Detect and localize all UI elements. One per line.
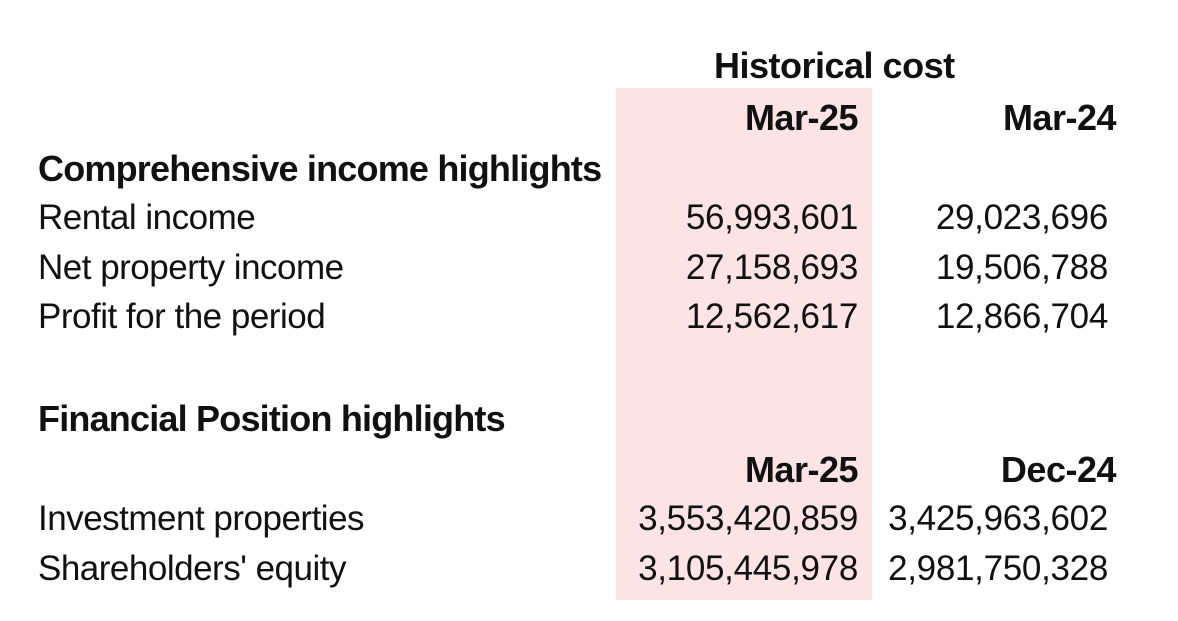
row-value-col2: 3,425,963,602 <box>888 499 1108 538</box>
row-value-col1: 27,158,693 <box>685 248 858 287</box>
row-value-col1: 56,993,601 <box>685 198 858 237</box>
row-label: Shareholders' equity <box>38 549 347 588</box>
row-value-col2: 29,023,696 <box>935 198 1108 237</box>
position-section-title: Financial Position highlights <box>38 398 506 439</box>
income-col1-header: Mar-25 <box>744 97 859 138</box>
column-group-title: Historical cost <box>714 45 955 86</box>
row-value-col2: 12,866,704 <box>935 297 1108 336</box>
row-label: Rental income <box>38 198 256 237</box>
row-label: Profit for the period <box>38 297 326 336</box>
row-label: Net property income <box>38 248 344 287</box>
position-col1-header: Mar-25 <box>744 449 859 490</box>
position-col2-header: Dec-24 <box>1000 449 1117 490</box>
highlighted-column-background <box>616 88 872 600</box>
row-value-col2: 2,981,750,328 <box>888 549 1108 588</box>
income-section-title: Comprehensive income highlights <box>38 148 602 189</box>
income-col2-header: Mar-24 <box>1002 97 1117 138</box>
row-label: Investment properties <box>38 499 365 538</box>
row-value-col1: 3,105,445,978 <box>638 549 858 588</box>
row-value-col1: 12,562,617 <box>685 297 858 336</box>
row-value-col1: 3,553,420,859 <box>638 499 858 538</box>
row-value-col2: 19,506,788 <box>935 248 1108 287</box>
